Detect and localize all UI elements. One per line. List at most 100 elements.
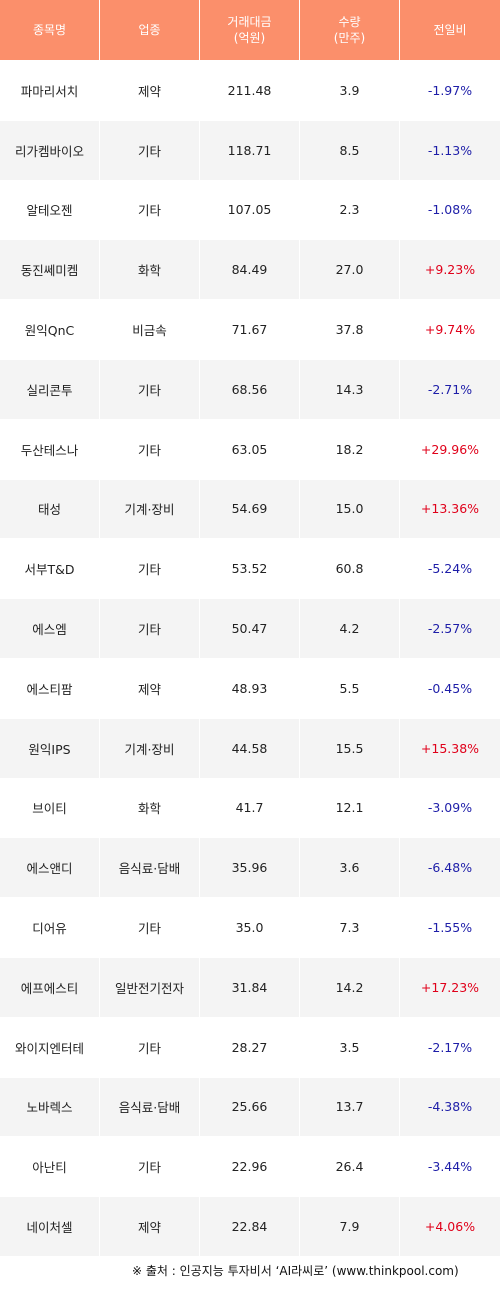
table-row: 리가켐바이오 기타 118.71 8.5 -1.13%	[0, 119, 500, 180]
cell-sector: 기타	[100, 539, 200, 599]
cell-stock-name: 에스앤디	[0, 838, 100, 898]
cell-sector: 제약	[100, 658, 200, 718]
table-header: 종목명 업종 거래대금 (억원) 수량 (만주) 전일비	[0, 0, 500, 60]
cell-change-rate: -3.44%	[427, 1159, 473, 1175]
cell-quantity: 7.9	[300, 1197, 400, 1256]
cell-quantity: 27.0	[300, 240, 400, 300]
cell-quantity: 5.5	[300, 658, 400, 718]
cell-quantity: 2.3	[300, 180, 400, 240]
cell-sector: 기타	[100, 419, 200, 479]
header-trade-amount-unit: (억원)	[233, 31, 266, 45]
cell-quantity: 12.1	[300, 778, 400, 838]
header-quantity-unit: (만주)	[333, 31, 366, 45]
cell-trade-amount: 48.93	[200, 658, 300, 718]
cell-stock-name: 원익QnC	[0, 300, 100, 359]
cell-stock-name: 태성	[0, 479, 100, 539]
cell-stock-name: 에프에스티	[0, 957, 100, 1017]
cell-stock-name: 와이지엔터테	[0, 1017, 100, 1077]
cell-stock-name: 아난티	[0, 1137, 100, 1197]
cell-quantity: 15.0	[300, 479, 400, 539]
cell-trade-amount: 54.69	[200, 479, 300, 539]
cell-stock-name: 리가켐바이오	[0, 120, 100, 180]
cell-sector: 기타	[100, 180, 200, 240]
cell-stock-name: 동진쎄미켐	[0, 240, 100, 300]
cell-trade-amount: 25.66	[200, 1077, 300, 1137]
table-row: 동진쎄미켐 화학 84.49 27.0 +9.23%	[0, 239, 500, 300]
cell-trade-amount: 41.7	[200, 778, 300, 838]
table-row: 노바렉스 음식료·담배 25.66 13.7 -4.38%	[0, 1076, 500, 1137]
cell-change-rate: -2.57%	[427, 621, 473, 637]
cell-change-rate: -1.55%	[427, 920, 473, 936]
cell-change-rate: +17.23%	[420, 979, 480, 995]
cell-sector: 기타	[100, 1017, 200, 1077]
cell-trade-amount: 68.56	[200, 359, 300, 419]
cell-quantity: 3.9	[300, 61, 400, 120]
cell-change-rate: +9.74%	[424, 322, 476, 338]
cell-stock-name: 두산테스나	[0, 419, 100, 479]
cell-quantity: 8.5	[300, 120, 400, 180]
cell-trade-amount: 22.96	[200, 1137, 300, 1197]
cell-stock-name: 알테오젠	[0, 180, 100, 240]
cell-quantity: 14.3	[300, 359, 400, 419]
header-stock-name-label: 종목명	[32, 23, 67, 37]
cell-trade-amount: 211.48	[200, 61, 300, 120]
cell-change-rate: -4.38%	[427, 1099, 473, 1115]
cell-quantity: 18.2	[300, 419, 400, 479]
table-row: 에스티팜 제약 48.93 5.5 -0.45%	[0, 657, 500, 718]
cell-sector: 음식료·담배	[100, 838, 200, 898]
cell-trade-amount: 35.96	[200, 838, 300, 898]
cell-trade-amount: 107.05	[200, 180, 300, 240]
table-row: 브이티 화학 41.7 12.1 -3.09%	[0, 777, 500, 838]
cell-change-rate: +4.06%	[424, 1219, 476, 1235]
header-change-label: 전일비	[433, 23, 467, 37]
cell-stock-name: 파마리서치	[0, 61, 100, 120]
cell-change-rate: +15.38%	[420, 740, 480, 756]
cell-trade-amount: 31.84	[200, 957, 300, 1017]
cell-change-rate: -0.45%	[427, 680, 473, 696]
header-trade-amount: 거래대금 (억원)	[200, 0, 300, 60]
cell-sector: 기타	[100, 120, 200, 180]
cell-change-rate: -2.17%	[427, 1039, 473, 1055]
table-row: 에프에스티 일반전기전자 31.84 14.2 +17.23%	[0, 956, 500, 1017]
cell-trade-amount: 35.0	[200, 898, 300, 957]
header-trade-amount-label: 거래대금	[227, 15, 272, 29]
cell-stock-name: 노바렉스	[0, 1077, 100, 1137]
table-row: 에스엠 기타 50.47 4.2 -2.57%	[0, 598, 500, 658]
cell-trade-amount: 84.49	[200, 240, 300, 300]
cell-change-rate: +9.23%	[424, 262, 476, 278]
cell-change-rate: +29.96%	[420, 441, 480, 457]
cell-stock-name: 에스티팜	[0, 658, 100, 718]
cell-stock-name: 디어유	[0, 898, 100, 957]
cell-change-rate: +13.36%	[420, 501, 480, 517]
cell-trade-amount: 118.71	[200, 120, 300, 180]
cell-stock-name: 브이티	[0, 778, 100, 838]
cell-stock-name: 서부T&D	[0, 539, 100, 599]
header-quantity: 수량 (만주)	[300, 0, 400, 60]
cell-quantity: 13.7	[300, 1077, 400, 1137]
cell-sector: 기타	[100, 898, 200, 957]
table-row: 원익QnC 비금속 71.67 37.8 +9.74%	[0, 299, 500, 359]
cell-change-rate: -3.09%	[427, 800, 473, 816]
cell-trade-amount: 44.58	[200, 718, 300, 778]
cell-sector: 비금속	[100, 300, 200, 359]
cell-quantity: 15.5	[300, 718, 400, 778]
cell-stock-name: 실리콘투	[0, 359, 100, 419]
cell-trade-amount: 28.27	[200, 1017, 300, 1077]
cell-quantity: 3.6	[300, 838, 400, 898]
header-sector: 업종	[100, 0, 200, 60]
header-change: 전일비	[400, 0, 500, 60]
table-row: 에스앤디 음식료·담배 35.96 3.6 -6.48%	[0, 837, 500, 898]
cell-change-rate: -1.13%	[427, 142, 473, 158]
table-row: 태성 기계·장비 54.69 15.0 +13.36%	[0, 478, 500, 539]
source-note: ※ 출처 : 인공지능 투자비서 ‘AI라씨로’ (www.thinkpool.…	[132, 1264, 459, 1278]
table-body: 파마리서치 제약 211.48 3.9 -1.97% 리가켐바이오 기타 118.71 8.5-…	[0, 60, 500, 1256]
table-row: 디어유 기타 35.0 7.3 -1.55%	[0, 897, 500, 957]
cell-quantity: 14.2	[300, 957, 400, 1017]
cell-sector: 기타	[100, 359, 200, 419]
header-quantity-label: 수량	[338, 15, 361, 29]
cell-sector: 기타	[100, 599, 200, 658]
table-row: 알테오젠 기타 107.05 2.3 -1.08%	[0, 179, 500, 240]
cell-stock-name: 원익IPS	[0, 718, 100, 778]
cell-change-rate: -1.08%	[427, 202, 473, 218]
